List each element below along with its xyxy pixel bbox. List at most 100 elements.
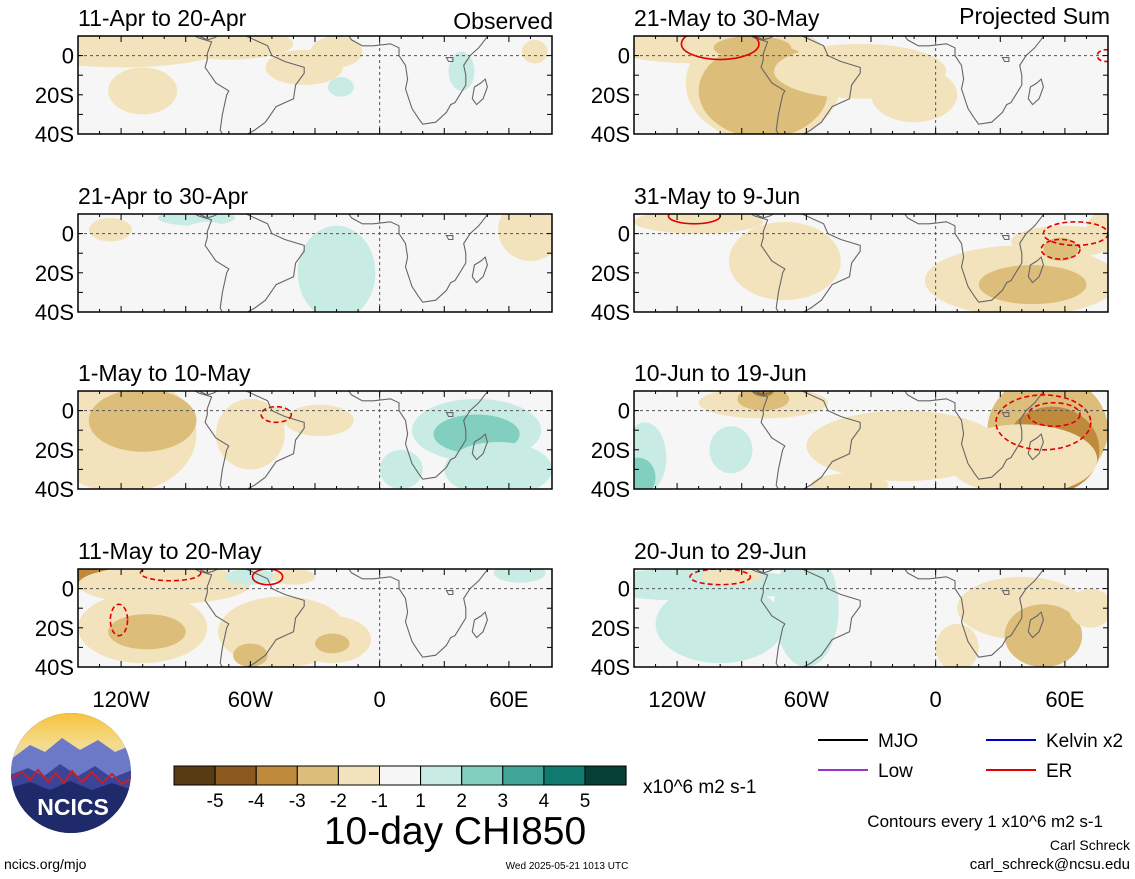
shading-layer <box>78 569 546 667</box>
map-panel: 0 20S 40S 10-Jun to 19-Jun <box>591 360 1109 502</box>
chi-anomaly-shade <box>634 457 656 489</box>
er-contour <box>1096 48 1108 63</box>
er-contour <box>260 405 293 424</box>
panel-date-label: 21-May to 30-May <box>634 5 820 31</box>
coastline <box>899 36 1045 125</box>
chi-anomaly-shade <box>1043 237 1078 262</box>
chi-anomaly-shade <box>655 584 785 664</box>
legend-label: ER <box>1046 761 1072 782</box>
lat-tick-label: 20S <box>35 438 74 463</box>
chi-anomaly-shade <box>810 473 889 489</box>
lat-tick-label: 20S <box>591 261 630 286</box>
er-contour <box>109 603 129 637</box>
coastline <box>1027 433 1044 461</box>
lon-tick-label: 120W <box>648 687 706 712</box>
colorbar-swatch <box>420 765 463 786</box>
lat-tick-label: 20S <box>591 438 630 463</box>
chi-anomaly-shade <box>498 214 552 262</box>
coastline <box>471 78 488 106</box>
colorbar-tick-label: -2 <box>330 791 347 812</box>
lon-tick-label: 60W <box>784 687 829 712</box>
chi-anomaly-shade <box>946 424 1098 489</box>
lat-tick-label: 40S <box>35 655 74 680</box>
chi-anomaly-shade <box>474 268 501 285</box>
coastline <box>168 391 305 489</box>
er-contour <box>995 394 1092 451</box>
coastline <box>168 36 305 134</box>
coastline <box>168 214 305 312</box>
colorbar-swatch <box>543 765 586 786</box>
coastline <box>899 214 1045 303</box>
colorbar-swatch <box>461 765 504 786</box>
chi-anomaly-shade <box>871 67 958 123</box>
figure-title: 10-day CHI850 <box>324 810 586 853</box>
colorbar-swatch <box>296 765 339 786</box>
lat-tick-label: 40S <box>35 300 74 325</box>
legend-label: MJO <box>878 731 918 752</box>
lat-tick-label: 20S <box>35 83 74 108</box>
lat-tick-label: 20S <box>591 83 630 108</box>
er-contour <box>251 569 284 586</box>
er-contour <box>689 569 752 586</box>
lat-tick-label: 40S <box>35 477 74 502</box>
coastline <box>899 391 1045 480</box>
colorbar-swatch <box>502 765 545 786</box>
lat-tick-label: 0 <box>62 577 74 602</box>
colorbar: -5 -4 -3 -2 -1 1 2 3 4 5 <box>173 765 627 812</box>
lat-tick-label: 0 <box>62 399 74 424</box>
chi-anomaly-shade <box>1069 588 1108 628</box>
chi-anomaly-shade <box>444 441 552 489</box>
shading-layer <box>78 36 548 134</box>
coastline <box>1027 78 1044 106</box>
coastline <box>1001 57 1010 63</box>
coastline <box>471 611 488 639</box>
coastline <box>1001 235 1010 241</box>
map-panel: 0 20S 40S 1-May to 10-May <box>35 360 553 502</box>
coastline <box>445 412 454 418</box>
colorbar-tick-label: 1 <box>415 791 426 812</box>
map-panel: 0 20S 40S 31-May to 9-Jun <box>591 183 1109 325</box>
lat-tick-label: 0 <box>618 222 630 247</box>
chi-anomaly-shade <box>164 36 294 60</box>
legend-label: Low <box>878 761 913 782</box>
lat-tick-label: 40S <box>591 122 630 147</box>
lon-tick-label: 60E <box>489 687 528 712</box>
footer-link[interactable]: ncics.org/mjo <box>4 856 87 872</box>
lat-tick-label: 40S <box>35 122 74 147</box>
panel-date-label: 20-Jun to 29-Jun <box>634 538 807 564</box>
colorbar-swatch <box>337 765 380 786</box>
chi-anomaly-shade <box>521 39 548 64</box>
column-label-observed: Observed <box>453 8 553 34</box>
colorbar-tick-label: -3 <box>289 791 306 812</box>
author-email: carl_schreck@ncsu.edu <box>970 856 1130 873</box>
legend-label: Kelvin x2 <box>1046 731 1123 752</box>
chi-anomaly-shade <box>271 569 316 585</box>
lat-tick-label: 20S <box>591 616 630 641</box>
colorbar-tick-label: 3 <box>498 791 509 812</box>
coastline <box>724 36 861 134</box>
chi-anomaly-shade <box>88 217 132 242</box>
shading-layer <box>634 569 1108 667</box>
logo-text: NCICS <box>37 794 109 820</box>
colorbar-swatch <box>214 765 257 786</box>
chi-anomaly-shade <box>737 391 790 411</box>
coastline <box>168 569 305 667</box>
chi-anomaly-shade <box>224 569 277 585</box>
panel-date-label: 11-Apr to 20-Apr <box>78 5 247 31</box>
chi-anomaly-shade <box>728 221 841 301</box>
lon-tick-label: 0 <box>930 687 942 712</box>
chi-anomaly-shade <box>108 614 186 650</box>
coastline <box>343 569 489 658</box>
colorbar-unit-label: x10^6 m2 s-1 <box>643 777 756 798</box>
coastline <box>343 214 489 303</box>
lat-tick-label: 20S <box>35 261 74 286</box>
column-label-projected: Projected Sum <box>959 3 1110 29</box>
colorbar-swatch <box>584 765 627 786</box>
ncics-logo: NCICS <box>11 713 131 833</box>
chi-anomaly-shade <box>168 221 247 285</box>
map-panel: 0 20S 40S 20-Jun to 29-Jun 120W 60W 0 60E <box>591 538 1109 712</box>
chi-anomaly-shade <box>297 225 376 312</box>
er-contour <box>1040 238 1081 260</box>
chi-anomaly-shade <box>978 264 1087 305</box>
